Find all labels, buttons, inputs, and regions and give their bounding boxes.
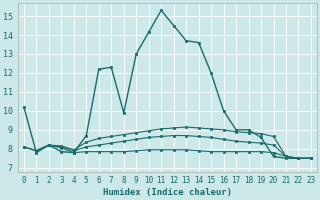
X-axis label: Humidex (Indice chaleur): Humidex (Indice chaleur) xyxy=(103,188,232,197)
